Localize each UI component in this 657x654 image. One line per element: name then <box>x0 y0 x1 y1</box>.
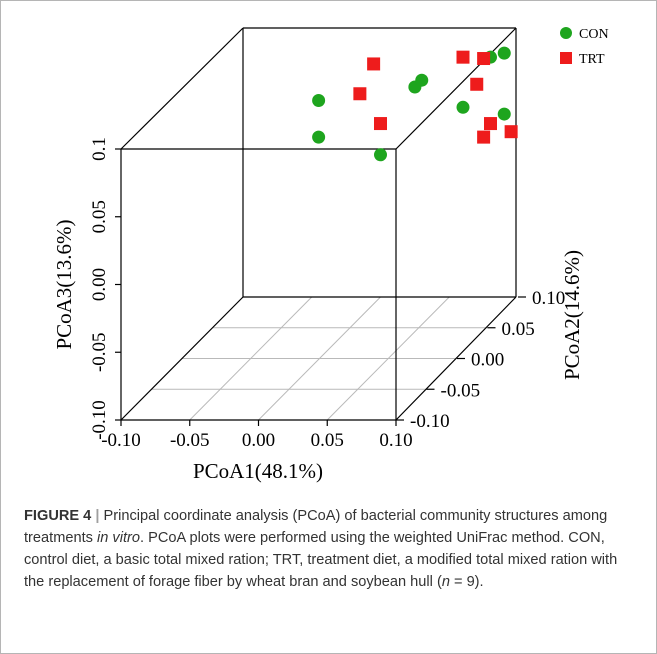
legend-label: TRT <box>579 52 605 67</box>
trt-point <box>367 57 381 71</box>
figure-label: FIGURE 4 <box>24 508 92 524</box>
con-point <box>456 100 470 114</box>
x-tick-label: 0.00 <box>242 430 275 451</box>
y-tick-label: 0.00 <box>471 350 504 371</box>
con-point <box>497 46 511 60</box>
pcoa-3d-scatter-plot: -0.10 -0.05 0.00 0.05 0.10PCoA1(48.1%)-0.10-… <box>52 27 609 483</box>
caption-text-2: . PCoA plots were performed using the we… <box>24 530 618 590</box>
divider <box>24 489 634 490</box>
legend-marker-circle <box>560 27 572 39</box>
x-tick-label: 0.10 <box>379 430 412 451</box>
z-axis-label: PCoA3(13.6%) <box>52 219 76 349</box>
z-tick-label: 0.05 <box>89 200 110 233</box>
con-point <box>497 107 511 121</box>
figure-caption: FIGURE 4 | Principal coordinate analysis… <box>24 505 634 593</box>
z-tick-label: -0.10 <box>89 400 110 440</box>
trt-point <box>504 125 518 139</box>
cube-edge <box>120 296 244 421</box>
trt-point <box>456 50 470 64</box>
con-point <box>374 148 387 162</box>
caption-italic-2: n <box>441 574 450 590</box>
trt-point <box>374 117 387 131</box>
cube-edge <box>120 27 244 150</box>
caption-text-3: = 9). <box>449 574 484 590</box>
y-axis-label: PCoA2(14.6%) <box>560 250 584 380</box>
trt-point <box>484 117 497 131</box>
x-axis-label: PCoA1(48.1%) <box>193 459 323 483</box>
caption-italic-1: in vitro <box>97 530 140 546</box>
cube-edge <box>395 27 517 150</box>
y-tick-label: 0.10 <box>532 288 565 309</box>
caption-separator: | <box>95 508 100 524</box>
z-tick-label: 0.1 <box>89 137 110 161</box>
floor-grid-line <box>326 296 450 421</box>
y-tick-label: -0.05 <box>441 380 481 401</box>
z-tick-label: -0.05 <box>89 332 110 372</box>
x-tick-label: -0.05 <box>170 430 210 451</box>
x-tick-label: 0.05 <box>311 430 344 451</box>
trt-point <box>470 77 484 91</box>
trt-point <box>477 52 491 66</box>
x-tick-label: -0.10 <box>101 430 141 451</box>
legend-label: CON <box>579 27 609 42</box>
trt-point <box>353 87 367 101</box>
z-tick-label: 0.00 <box>89 268 110 301</box>
con-point <box>415 73 429 87</box>
caption-text-1: Principal coordinate analysis (PCoA) of … <box>24 508 608 546</box>
trt-point <box>477 130 491 144</box>
cube-edge <box>395 296 517 421</box>
con-point <box>312 94 326 108</box>
con-point <box>312 130 326 144</box>
y-tick-label: -0.10 <box>410 411 450 432</box>
legend-marker-square <box>560 52 572 64</box>
y-tick-label: 0.05 <box>502 319 535 340</box>
